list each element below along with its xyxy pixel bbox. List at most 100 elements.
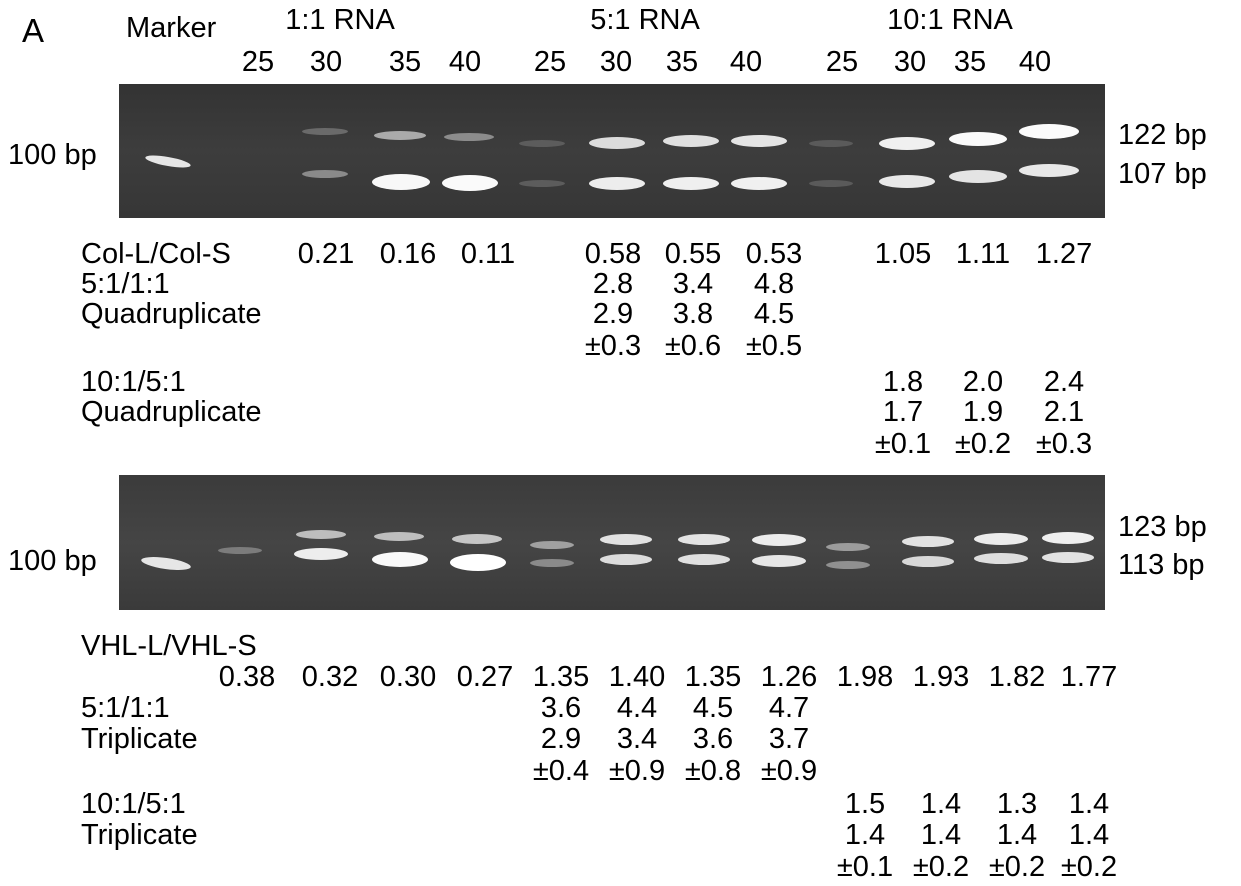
vhl-5to1-value: 4.7 — [768, 692, 810, 724]
gel-band — [519, 140, 565, 147]
gel-band — [374, 131, 426, 140]
gel-band — [752, 555, 806, 567]
gel-band — [902, 556, 954, 567]
gel-band — [589, 177, 645, 190]
cycle-label: 30 — [893, 46, 927, 78]
cycle-label: 40 — [448, 46, 482, 78]
cycle-label: 40 — [1018, 46, 1052, 78]
col-ratio-value: 1.11 — [955, 238, 1011, 270]
group-label: 5:1 RNA — [590, 4, 700, 36]
gel-band — [374, 532, 424, 541]
gel-band — [731, 177, 787, 190]
gel1-marker-size-label: 100 bp — [8, 139, 97, 171]
marker-label: Marker — [126, 12, 217, 44]
gel-band — [663, 177, 719, 190]
vhl-10to5-value: 1.4 — [920, 788, 962, 820]
vhl-5to1-value: 4.5 — [692, 692, 734, 724]
vhl-5to1-value: 3.6 — [540, 692, 582, 724]
gel-band — [140, 554, 192, 573]
col-5to1-sd: ±0.6 — [664, 330, 722, 362]
gel-band — [218, 547, 262, 554]
vhl-ratio-value: 1.26 — [760, 661, 818, 693]
gel-image-col — [119, 84, 1105, 218]
vhl-5to1-value: 4.4 — [616, 692, 658, 724]
panel-label: A — [22, 12, 45, 49]
vhl-10to5-trip-value: 1.4 — [844, 819, 886, 851]
col-quadruplicate-label: Quadruplicate — [81, 298, 262, 330]
cycle-label: 35 — [665, 46, 699, 78]
gel-band — [902, 536, 954, 547]
gel-band — [949, 132, 1007, 146]
vhl-10to5-value: 1.3 — [996, 788, 1038, 820]
gel-band — [974, 533, 1028, 545]
cycle-label: 40 — [729, 46, 763, 78]
vhl-ratio-value: 0.32 — [301, 661, 359, 693]
gel-image-vhl — [119, 475, 1105, 610]
gel1-lower-band-size: 107 bp — [1118, 158, 1207, 190]
col-ratio-value: 0.55 — [664, 238, 722, 270]
gel-band — [302, 128, 348, 135]
gel-band — [1019, 124, 1079, 139]
gel-band — [519, 180, 565, 187]
vhl-triplicate-label: Triplicate — [81, 723, 198, 755]
gel-band — [949, 170, 1007, 183]
vhl-10to5-sd: ±0.1 — [836, 851, 894, 883]
gel-band — [530, 541, 574, 549]
col-5to1-quad-value: 4.5 — [753, 298, 795, 330]
gel-band — [879, 137, 935, 150]
cycle-label: 25 — [533, 46, 567, 78]
vhl-5to1-trip-value: 3.6 — [692, 723, 734, 755]
col-5to1-label: 5:1/1:1 — [81, 268, 170, 300]
col-5to1-value: 2.8 — [592, 268, 634, 300]
gel1-upper-band-size: 122 bp — [1118, 119, 1207, 151]
col-quadruplicate-label: Quadruplicate — [81, 396, 262, 428]
gel-band — [442, 175, 498, 191]
vhl-triplicate-label: Triplicate — [81, 819, 198, 851]
gel2-upper-band-size: 123 bp — [1118, 511, 1207, 543]
vhl-ratio-value: 1.82 — [988, 661, 1046, 693]
gel-band — [752, 534, 806, 546]
cycle-label: 25 — [241, 46, 275, 78]
col-10to5-value: 2.0 — [962, 366, 1004, 398]
gel-band — [296, 530, 346, 539]
cycle-label: 35 — [953, 46, 987, 78]
col-ratio-value: 0.16 — [379, 238, 437, 270]
gel-band — [372, 174, 430, 190]
gel-band — [372, 552, 428, 567]
gel-band — [452, 534, 502, 544]
vhl-ratio-value: 1.98 — [836, 661, 894, 693]
col-10to5-sd: ±0.3 — [1035, 428, 1093, 460]
col-ratio-value: 0.21 — [297, 238, 355, 270]
gel-band — [444, 133, 494, 141]
vhl-5to1-label: 5:1/1:1 — [81, 692, 170, 724]
vhl-5to1-sd: ±0.9 — [608, 755, 666, 787]
vhl-5to1-trip-value: 3.7 — [768, 723, 810, 755]
vhl-ratio-value: 0.30 — [379, 661, 437, 693]
col-10to5-label: 10:1/5:1 — [81, 366, 186, 398]
gel-band — [678, 554, 730, 565]
vhl-ratio-value: 1.35 — [684, 661, 742, 693]
gel-band — [826, 561, 870, 569]
col-10to5-sd: ±0.1 — [874, 428, 932, 460]
gel-band — [826, 543, 870, 551]
vhl-10to5-sd: ±0.2 — [912, 851, 970, 883]
col-5to1-value: 4.8 — [753, 268, 795, 300]
vhl-5to1-trip-value: 2.9 — [540, 723, 582, 755]
cycle-label: 35 — [388, 46, 422, 78]
gel-band — [302, 170, 348, 178]
vhl-10to5-trip-value: 1.4 — [996, 819, 1038, 851]
gel2-lower-band-size: 113 bp — [1118, 549, 1205, 581]
gel-band — [144, 153, 192, 170]
gel-band — [530, 559, 574, 567]
vhl-ratio-value: 1.93 — [912, 661, 970, 693]
group-label: 1:1 RNA — [285, 4, 395, 36]
col-5to1-value: 3.4 — [672, 268, 714, 300]
vhl-10to5-trip-value: 1.4 — [920, 819, 962, 851]
vhl-10to5-sd: ±0.2 — [988, 851, 1046, 883]
cycle-label: 30 — [599, 46, 633, 78]
vhl-ratio-value: 0.38 — [218, 661, 276, 693]
gel-band — [294, 548, 348, 560]
gel-band — [663, 135, 719, 147]
vhl-ratio-value: 1.40 — [608, 661, 666, 693]
gel2-marker-size-label: 100 bp — [8, 545, 97, 577]
